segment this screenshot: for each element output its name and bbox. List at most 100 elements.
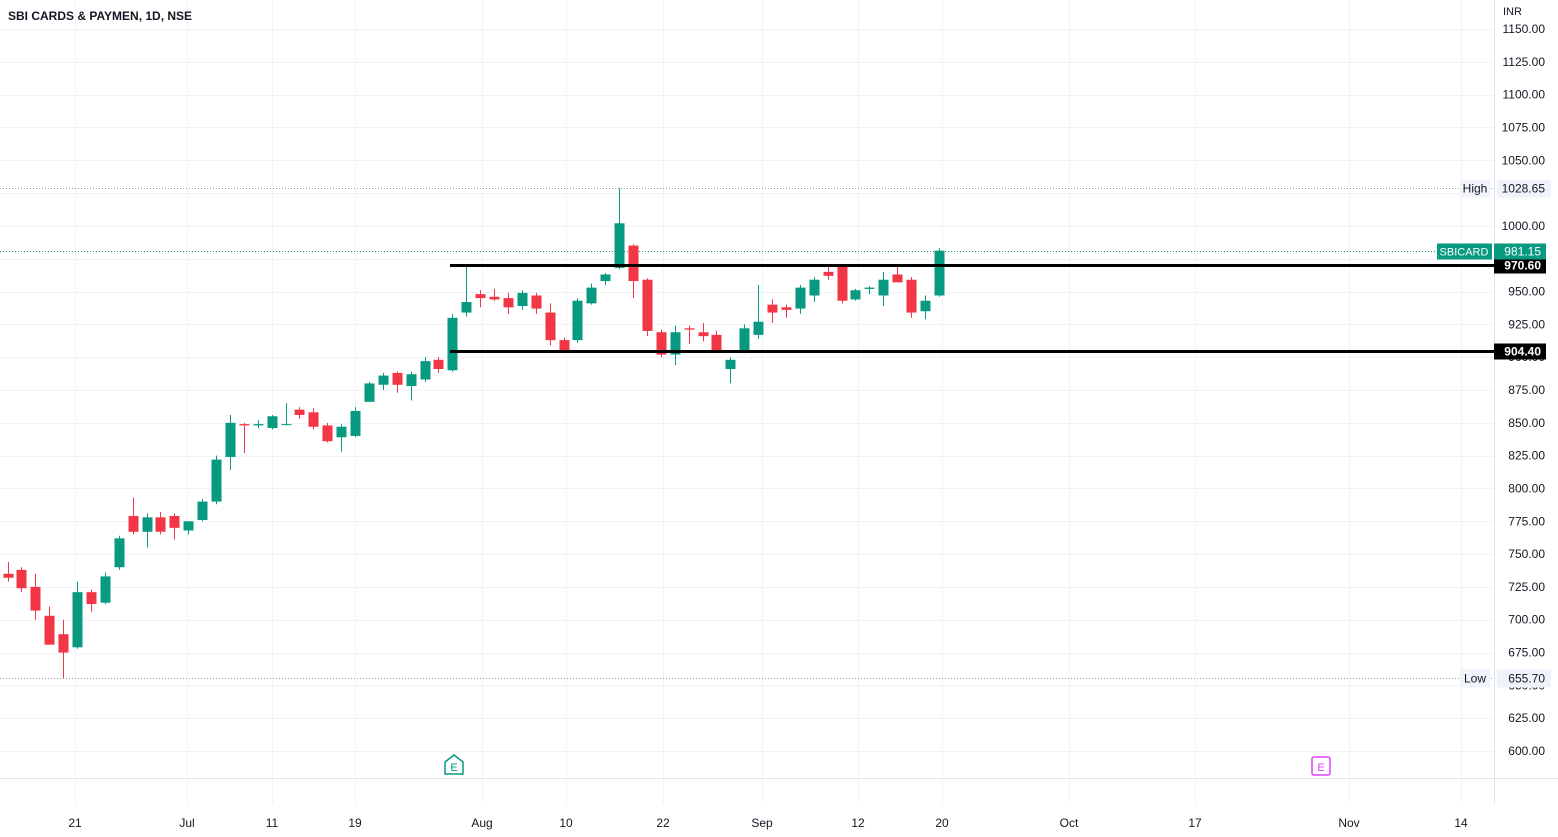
candle[interactable] [294, 407, 305, 419]
candle[interactable] [211, 455, 222, 505]
earnings-event-icon[interactable]: E [1311, 756, 1331, 776]
candle[interactable] [809, 277, 820, 303]
candle[interactable] [308, 408, 319, 430]
candle-body [517, 292, 528, 306]
candle[interactable] [837, 265, 848, 304]
candle-body [114, 538, 125, 568]
candle[interactable] [72, 581, 83, 649]
earnings-event-icon[interactable]: E [444, 754, 464, 775]
candle[interactable] [114, 535, 125, 570]
y-tick-label: 750.00 [1508, 547, 1545, 561]
candle[interactable] [253, 420, 264, 429]
candle[interactable] [44, 606, 55, 645]
candle[interactable] [350, 407, 361, 438]
candle[interactable] [670, 325, 681, 366]
candle[interactable] [378, 372, 389, 390]
candle[interactable] [920, 295, 931, 320]
candle[interactable] [267, 414, 278, 430]
x-tick-label: Jul [179, 816, 194, 830]
candle[interactable] [58, 619, 69, 678]
candle[interactable] [781, 304, 792, 318]
candle[interactable] [461, 265, 472, 317]
candle[interactable] [183, 521, 194, 535]
candle[interactable] [155, 512, 166, 535]
candle[interactable] [281, 403, 292, 426]
horizontal-line-label: 904.40 [1494, 343, 1546, 360]
candle[interactable] [586, 283, 597, 305]
candle[interactable] [197, 498, 208, 522]
candle[interactable] [225, 414, 236, 471]
candle[interactable] [628, 244, 639, 299]
candle[interactable] [850, 288, 861, 301]
candle[interactable] [684, 325, 695, 345]
candle[interactable] [16, 567, 27, 593]
x-tick-label: 11 [266, 816, 279, 830]
candle[interactable] [698, 323, 709, 342]
candle-body [572, 300, 583, 341]
candle[interactable] [753, 284, 764, 339]
candle[interactable] [392, 371, 403, 393]
candle[interactable] [531, 292, 542, 314]
candle[interactable] [725, 357, 736, 384]
candle-body [906, 279, 917, 313]
candle[interactable] [433, 357, 444, 373]
candle[interactable] [30, 573, 41, 620]
candle[interactable] [3, 561, 14, 582]
candle[interactable] [100, 572, 111, 604]
candle[interactable] [503, 292, 514, 314]
x-axis: 21 Jul 11 19 Aug 10 22 Sep 12 20 Oct 17 Nov 14 [68, 816, 1468, 830]
svg-text:E: E [1317, 762, 1324, 774]
candle[interactable] [475, 290, 486, 308]
candle[interactable] [336, 424, 347, 452]
candle-body [850, 290, 861, 300]
candle-body [642, 279, 653, 331]
x-tick-label: 21 [68, 816, 82, 830]
candle[interactable] [878, 271, 889, 306]
y-tick-label: 875.00 [1508, 383, 1545, 397]
candle-body [892, 274, 903, 283]
candle[interactable] [239, 422, 250, 454]
candle[interactable] [322, 422, 333, 443]
candle[interactable] [142, 513, 153, 548]
candle[interactable] [767, 299, 778, 324]
candle-body [433, 359, 444, 369]
candle[interactable] [906, 277, 917, 318]
candle-body [155, 517, 166, 532]
svg-text:970.60: 970.60 [1504, 259, 1541, 273]
candle[interactable] [711, 330, 722, 352]
candle[interactable] [86, 589, 97, 612]
candle[interactable] [559, 337, 570, 352]
candle[interactable] [600, 273, 611, 285]
candle[interactable] [614, 188, 625, 270]
candle[interactable] [447, 313, 458, 372]
candle[interactable] [572, 298, 583, 343]
candle[interactable] [864, 286, 875, 295]
candle[interactable] [406, 371, 417, 401]
svg-text:904.40: 904.40 [1504, 345, 1541, 359]
candle-body [586, 287, 597, 304]
candle[interactable] [364, 382, 375, 402]
candle[interactable] [934, 248, 945, 297]
y-tick-label: 825.00 [1508, 449, 1545, 463]
x-tick-label: 17 [1188, 816, 1202, 830]
candle-body [920, 300, 931, 312]
candle-body [753, 321, 764, 335]
candle[interactable] [169, 513, 180, 540]
candle[interactable] [795, 284, 806, 314]
candle[interactable] [739, 324, 750, 354]
candle-body [725, 359, 736, 369]
candle[interactable] [545, 303, 556, 346]
candle[interactable] [892, 265, 903, 283]
candle-body [308, 412, 319, 427]
candle-body [864, 287, 875, 289]
candle[interactable] [656, 329, 667, 358]
candle[interactable] [420, 357, 431, 383]
candle-body [559, 340, 570, 352]
y-tick-label: 675.00 [1508, 646, 1545, 660]
svg-text:655.70: 655.70 [1508, 672, 1545, 686]
candle[interactable] [128, 497, 139, 535]
candle[interactable] [517, 290, 528, 310]
candle[interactable] [642, 278, 653, 337]
candle[interactable] [489, 288, 500, 301]
